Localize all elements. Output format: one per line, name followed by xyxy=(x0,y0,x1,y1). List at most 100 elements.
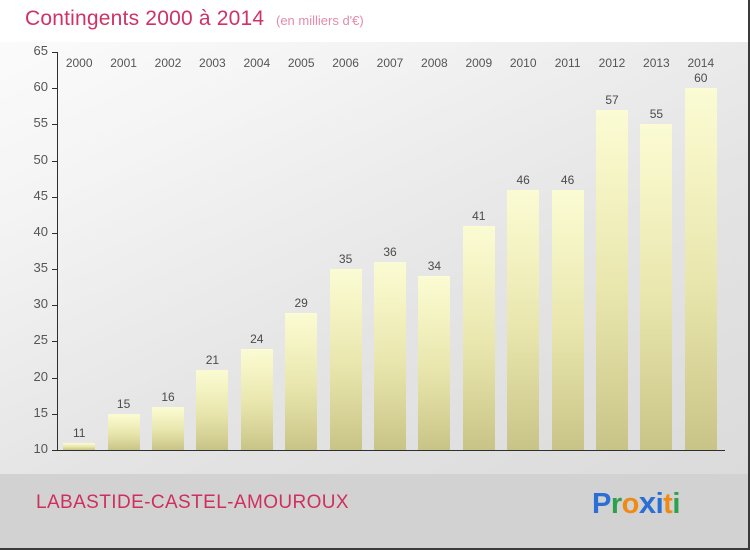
logo-letter-t: t xyxy=(663,488,673,520)
bar[interactable] xyxy=(63,442,96,450)
bar[interactable] xyxy=(374,261,406,450)
y-axis-tick: 45 xyxy=(0,188,57,203)
bar-value-label: 36 xyxy=(383,244,397,259)
bar-group: 29 2005 xyxy=(285,52,318,450)
y-tick-label: 50 xyxy=(33,151,48,167)
chart-header: Contingents 2000 à 2014 (en milliers d'€… xyxy=(0,0,748,42)
x-axis-label: 2001 xyxy=(110,56,137,70)
y-axis-tick: 10 xyxy=(0,441,57,456)
y-tick-mark xyxy=(52,232,57,234)
y-tick-label: 45 xyxy=(33,187,48,203)
bar-value-label: 41 xyxy=(472,208,486,223)
bar-group: 15 2001 xyxy=(107,52,140,450)
y-tick-label: 65 xyxy=(33,43,48,58)
page-title: Contingents 2000 à 2014 xyxy=(25,7,265,30)
bar-value-label: 15 xyxy=(116,396,131,411)
y-tick-label: 35 xyxy=(33,260,48,276)
logo-letter-p: P xyxy=(592,488,611,520)
chart-subtitle: (en milliers d'€) xyxy=(276,13,364,28)
y-axis-line xyxy=(57,52,58,451)
x-axis-label: 2000 xyxy=(65,56,93,70)
bar[interactable] xyxy=(107,413,140,450)
bar[interactable] xyxy=(684,88,717,450)
y-axis-tick: 30 xyxy=(0,296,57,311)
bar-value-label: 57 xyxy=(605,92,619,107)
bar-group: 57 2012 xyxy=(596,52,628,450)
bar-group: 16 2002 xyxy=(152,52,184,450)
logo-letter-o: o xyxy=(621,488,640,520)
x-axis-label: 2003 xyxy=(199,56,226,70)
bar[interactable] xyxy=(196,370,229,450)
bar[interactable] xyxy=(240,348,273,450)
plot-area: 11 2000 15 2001 16 2002 21 2003 24 2004 29 2005 35 20… xyxy=(57,52,723,450)
x-axis-line xyxy=(57,450,725,451)
y-tick-label: 30 xyxy=(33,296,48,312)
x-axis-label: 2006 xyxy=(332,56,359,70)
bar[interactable] xyxy=(418,276,451,450)
y-tick-label: 15 xyxy=(33,404,48,420)
logo-letter-i1: i xyxy=(655,488,664,520)
bar-value-label: 55 xyxy=(649,107,664,122)
bar[interactable] xyxy=(640,124,673,450)
y-tick-label: 20 xyxy=(33,368,48,384)
logo-letter-r: r xyxy=(610,488,622,520)
place-name: LABASTIDE-CASTEL-AMOUROUX xyxy=(36,492,349,513)
bar-value-label: 35 xyxy=(338,252,353,267)
y-tick-mark xyxy=(52,377,57,379)
y-tick-mark xyxy=(52,88,57,90)
bar[interactable] xyxy=(462,225,495,450)
bar-group: 35 2006 xyxy=(329,52,362,450)
y-tick-label: 60 xyxy=(33,79,48,95)
proxiti-logo[interactable]: Proxiti xyxy=(592,486,680,521)
plot-frame: 10 15 20 25 30 35 40 45 50 55 60 65 11 2000 15 2001 16 2… xyxy=(0,42,748,474)
y-tick-mark xyxy=(52,341,57,343)
bar-value-label: 21 xyxy=(205,353,220,368)
bar[interactable] xyxy=(285,312,318,450)
x-axis-label: 2007 xyxy=(376,56,404,70)
logo-letter-i2: i xyxy=(672,488,680,520)
x-axis-label: 2004 xyxy=(243,56,271,70)
y-tick-mark xyxy=(52,124,57,126)
y-tick-label: 25 xyxy=(33,332,48,348)
y-tick-label: 55 xyxy=(33,115,48,131)
bar-group: 34 2008 xyxy=(418,52,451,450)
y-tick-mark xyxy=(52,450,57,451)
bar-value-label: 60 xyxy=(694,71,708,86)
bar-value-label: 16 xyxy=(161,389,175,404)
bar-group: 21 2003 xyxy=(196,52,229,450)
y-tick-mark xyxy=(52,52,57,53)
y-axis-tick: 55 xyxy=(0,115,57,130)
y-tick-label: 40 xyxy=(33,223,48,239)
bar-value-label: 11 xyxy=(72,425,86,440)
y-tick-mark xyxy=(52,305,57,307)
bar-value-label: 34 xyxy=(427,259,442,274)
bar[interactable] xyxy=(329,269,362,450)
x-axis-label: 2002 xyxy=(154,56,182,70)
y-axis-tick: 40 xyxy=(0,224,57,239)
bar-value-label: 46 xyxy=(516,172,530,187)
y-axis-tick: 15 xyxy=(0,405,57,420)
y-axis-tick: 60 xyxy=(0,79,57,94)
y-axis-tick: 50 xyxy=(0,152,57,167)
y-axis-tick: 20 xyxy=(0,369,57,384)
logo-letter-x: x xyxy=(638,485,656,520)
bar[interactable] xyxy=(551,189,584,450)
bar[interactable] xyxy=(596,109,628,450)
bar[interactable] xyxy=(507,189,540,450)
chart-footer: LABASTIDE-CASTEL-AMOUROUX Proxiti xyxy=(0,474,748,548)
x-axis-label: 2013 xyxy=(643,56,670,70)
x-axis-label: 2010 xyxy=(509,56,537,70)
bar-value-label: 29 xyxy=(294,295,308,310)
y-axis-tick: 25 xyxy=(0,332,57,347)
bar-group: 11 2000 xyxy=(63,52,96,450)
bar[interactable] xyxy=(152,406,184,450)
bar-group: 24 2004 xyxy=(240,52,273,450)
bar-value-label: 24 xyxy=(250,331,264,346)
y-axis-tick: 65 xyxy=(0,43,57,58)
x-axis-label: 2011 xyxy=(554,56,581,70)
x-axis-label: 2014 xyxy=(687,56,715,70)
y-tick-mark xyxy=(52,160,57,162)
x-axis-label: 2008 xyxy=(421,56,448,70)
bar-value-label: 46 xyxy=(560,172,575,187)
bar-group: 41 2009 xyxy=(462,52,495,450)
